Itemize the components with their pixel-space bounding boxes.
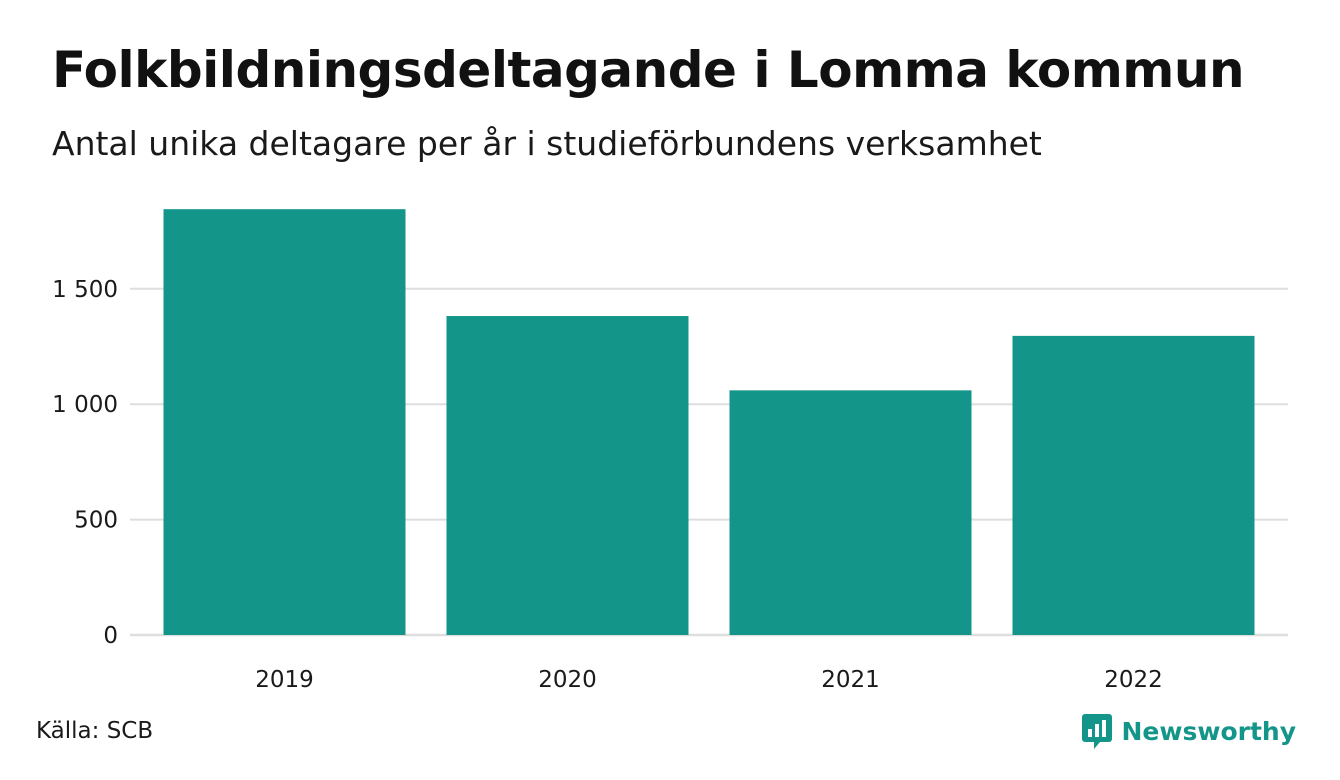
x-tick-label: 2020 bbox=[538, 667, 597, 693]
bar-2019 bbox=[163, 209, 406, 635]
y-tick-label: 1 500 bbox=[52, 277, 118, 303]
x-tick-label: 2022 bbox=[1104, 667, 1163, 693]
chart-subtitle: Antal unika deltagare per år i studieför… bbox=[52, 124, 1042, 163]
source-note: Källa: SCB bbox=[36, 718, 154, 744]
bar-chart: 0 500 1 000 1 500 2019 2020 2021 2022 bbox=[52, 209, 1288, 693]
y-tick-label: 500 bbox=[74, 508, 118, 534]
y-tick-label: 1 000 bbox=[52, 392, 118, 418]
bar-2021 bbox=[729, 390, 972, 635]
bars bbox=[163, 209, 1255, 635]
bar-2020 bbox=[446, 316, 689, 635]
bar-2022 bbox=[1012, 335, 1255, 635]
x-tick-label: 2021 bbox=[821, 667, 880, 693]
brand-logo: Newsworthy bbox=[1081, 712, 1297, 750]
brand-name: Newsworthy bbox=[1121, 716, 1297, 746]
y-axis-ticks: 0 500 1 000 1 500 bbox=[52, 277, 118, 649]
x-tick-label: 2019 bbox=[255, 667, 314, 693]
chart-title: Folkbildningsdeltagande i Lomma kommun bbox=[52, 41, 1245, 99]
y-tick-label: 0 bbox=[103, 623, 118, 649]
x-axis-ticks: 2019 2020 2021 2022 bbox=[255, 667, 1163, 693]
newsworthy-logo-icon bbox=[1081, 714, 1112, 749]
